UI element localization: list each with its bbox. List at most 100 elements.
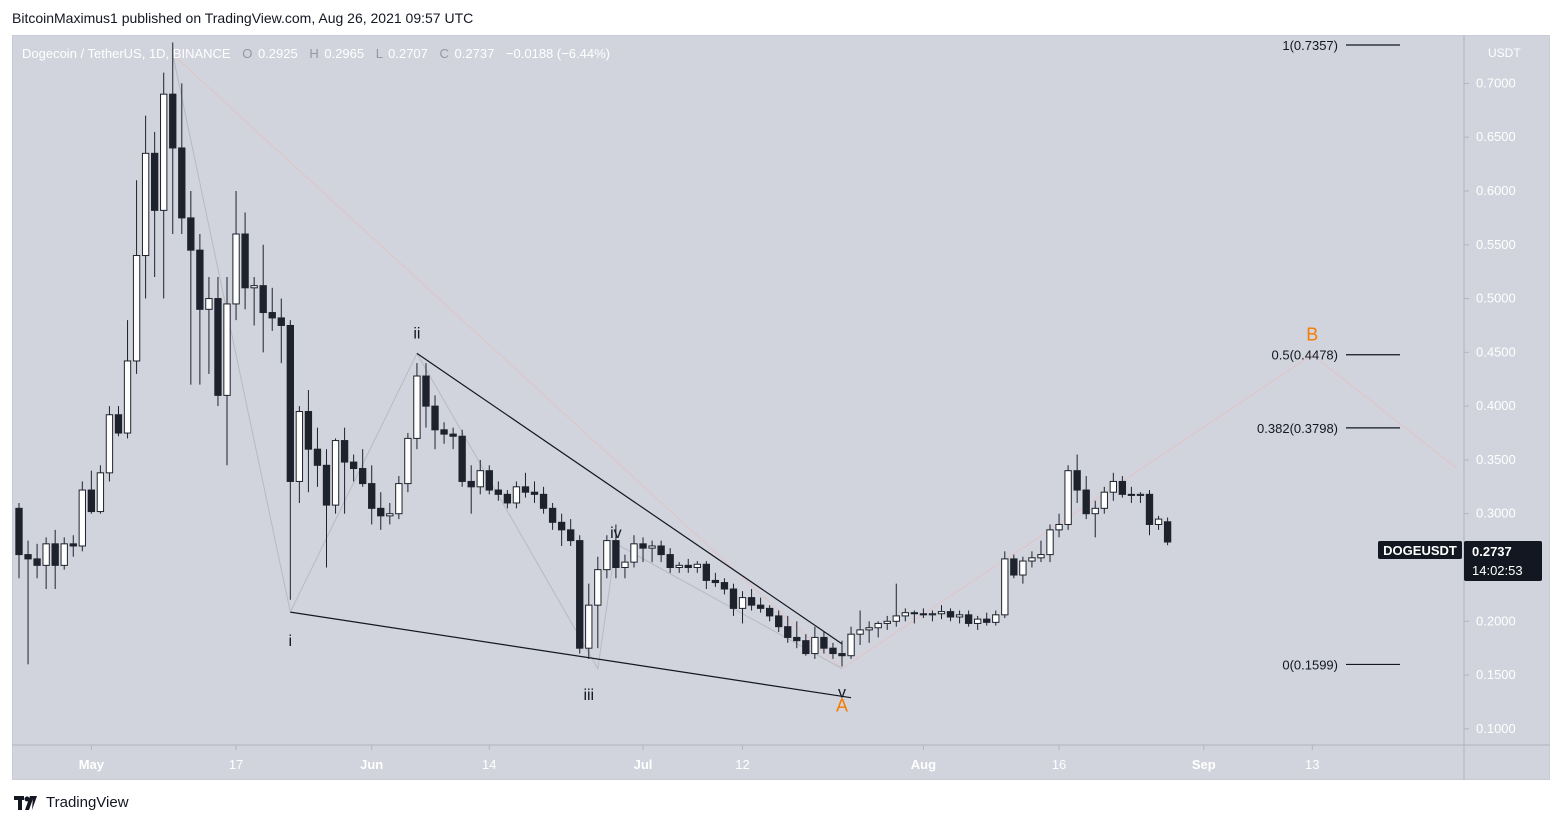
candle [60,537,68,570]
legend-c-label: C [440,46,449,61]
candle [1082,476,1090,520]
candle-body [42,543,50,566]
candle [567,519,575,546]
candle [69,535,77,557]
candle-body [784,626,792,638]
candle-body [223,303,231,396]
candle [1154,515,1163,530]
candle-body [359,468,367,485]
fib-level-label: 0.5(0.4478) [1272,348,1339,363]
candle [223,277,231,466]
candle [612,524,620,579]
candle [512,481,521,509]
wedge-trendline [416,352,843,645]
candle-body [1154,518,1163,525]
candle-body [467,480,475,488]
candle [196,234,204,385]
candle [259,244,267,353]
candle-body [132,255,141,362]
candle [1055,513,1063,538]
time-axis[interactable]: May 17 Jun 14 Jul 12 Aug 16 Sep 13 [79,745,1320,772]
candle [349,454,358,482]
candle [503,490,512,509]
falling-wedge [290,352,852,699]
candle-body [69,543,77,547]
candle-body [983,618,991,623]
y-tick-label: 0.6500 [1476,129,1516,144]
candle [87,470,96,514]
candle [657,540,665,563]
chart-pane[interactable] [12,35,1550,780]
candle [784,615,792,643]
candle [458,429,466,487]
candle [132,180,141,374]
candle [765,605,774,622]
candle-body [395,483,403,515]
candle-body [123,360,132,434]
candle-body [187,217,195,251]
candle-body [232,233,240,305]
candle [585,583,593,659]
candle [114,406,123,437]
candle [666,548,674,573]
candle [901,608,909,622]
fib-level-label: 0(0.1599) [1282,657,1338,672]
candle-body [693,563,701,568]
candlestick-series [15,42,1172,667]
x-tick-label: 12 [735,757,749,772]
candle-body [51,543,59,566]
candle-body [530,491,539,495]
fib-level-label: 0.382(0.3798) [1257,421,1338,436]
legend-low: 0.2707 [388,46,428,61]
candle [250,277,258,326]
price-chart[interactable]: 1(0.7357) 0.5(0.4478) 0.382(0.3798) 0(0.159… [12,35,1550,780]
legend-open: 0.2925 [258,46,298,61]
candle [476,459,484,495]
candle-body [612,540,620,568]
x-tick-label: Jul [634,757,653,772]
candle [78,481,86,552]
candle [232,190,240,321]
x-tick-label: 16 [1052,757,1066,772]
candle-body [883,620,891,624]
wave-label: iii [583,687,594,704]
candle-body [87,489,96,513]
candle [693,561,701,573]
candle-body [1046,529,1054,556]
candle-body [621,561,629,569]
candle-body [241,233,249,289]
candle [811,626,819,659]
candle [295,406,304,503]
candle [684,558,692,573]
candle-body [1145,493,1154,525]
candle-body [24,554,32,560]
candle-body [1109,480,1117,493]
projection-line [172,53,1458,670]
candle [24,540,32,665]
candle [820,632,828,654]
footer-brand-name: TradingView [46,794,129,811]
candle [883,615,891,630]
candle [395,476,403,520]
candle [539,486,548,514]
price-axis[interactable]: 0.10000.15000.20000.25000.30000.35000.40… [1464,75,1516,736]
candle-body [449,433,457,437]
candle [603,535,611,579]
y-tick-label: 0.5000 [1476,291,1516,306]
candle-body [440,429,448,435]
candle [648,540,656,563]
candle-body [105,414,114,474]
candle-body [286,324,294,482]
candle-body [567,529,575,542]
last-price-tag: DOGEUSDT 0.2737 14:02:53 [1378,541,1542,581]
candle [1073,454,1081,503]
candle-body [304,411,313,450]
candle-body [747,597,756,606]
candle [105,406,114,482]
candle [1010,554,1018,579]
candle [431,395,439,450]
candle-body [141,152,150,257]
candle-body [594,569,602,606]
footer-brand[interactable]: TradingView [14,794,129,811]
candle-body [585,604,593,649]
